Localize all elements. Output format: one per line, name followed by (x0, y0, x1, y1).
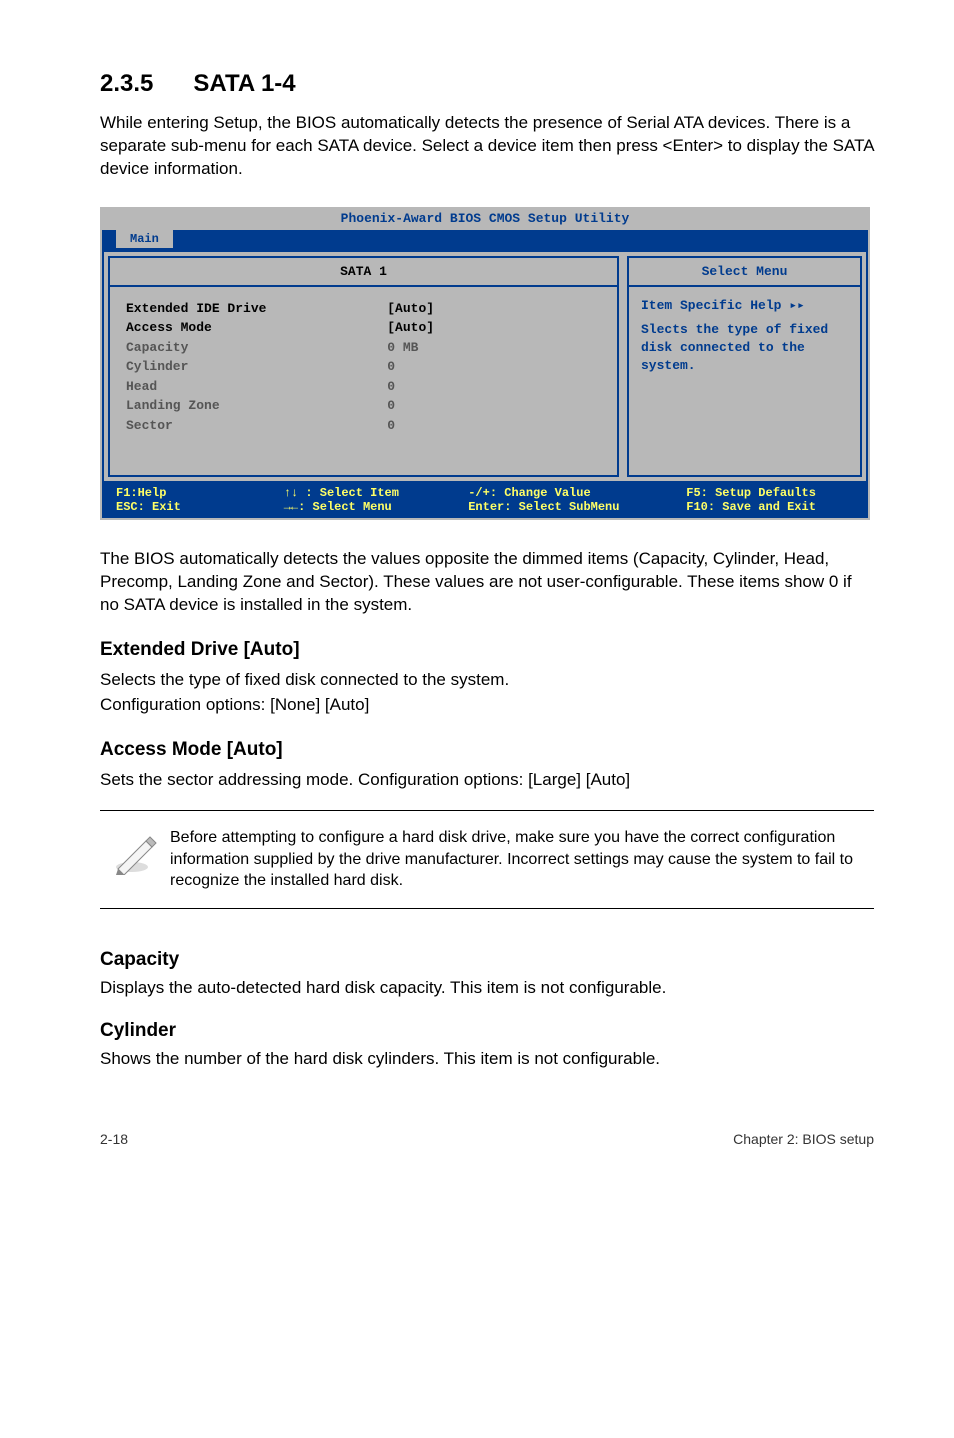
bios-item-value: [Auto] (387, 318, 601, 338)
bios-help-title: Item Specific Help ▸▸ (641, 297, 848, 315)
section-heading: 2.3.5 SATA 1-4 (100, 70, 874, 98)
chapter-label: Chapter 2: BIOS setup (733, 1131, 874, 1147)
bios-help: Item Specific Help ▸▸ Slects the type of… (629, 287, 860, 386)
bios-right-pane: Select Menu Item Specific Help ▸▸ Slects… (627, 256, 862, 478)
bios-item-label: Extended IDE Drive (126, 299, 387, 319)
heading-extended-drive: Extended Drive [Auto] (100, 639, 874, 661)
bios-item-value: 0 (387, 396, 601, 416)
bios-item-label: Access Mode (126, 318, 387, 338)
pencil-icon (100, 827, 170, 875)
bios-item-label: Sector (126, 416, 387, 436)
bios-tab-main: Main (116, 230, 173, 248)
bios-panel: Phoenix-Award BIOS CMOS Setup Utility Ma… (100, 207, 870, 521)
bios-footer: F1:Help ESC: Exit ↑↓ : Select Item →←: S… (102, 483, 868, 518)
intro-paragraph: While entering Setup, the BIOS automatic… (100, 112, 874, 181)
paragraph: Configuration options: [None] [Auto] (100, 694, 874, 717)
paragraph: The BIOS automatically detects the value… (100, 548, 874, 617)
section-number: 2.3.5 (100, 70, 153, 98)
bios-right-header: Select Menu (629, 258, 860, 287)
section-title: SATA 1-4 (193, 70, 295, 97)
paragraph: Shows the number of the hard disk cylind… (100, 1048, 874, 1071)
bios-row: Capacity0 MB (126, 338, 601, 358)
paragraph: Displays the auto-detected hard disk cap… (100, 977, 874, 1000)
bios-item-label: Landing Zone (126, 396, 387, 416)
bios-row: Extended IDE Drive[Auto] (126, 299, 601, 319)
bios-item-value: 0 (387, 357, 601, 377)
bios-left-pane: SATA 1 Extended IDE Drive[Auto] Access M… (108, 256, 619, 478)
bios-title: Phoenix-Award BIOS CMOS Setup Utility (102, 209, 868, 230)
page-footer: 2-18 Chapter 2: BIOS setup (100, 1131, 874, 1147)
bios-item-value: 0 (387, 416, 601, 436)
bios-row: Access Mode[Auto] (126, 318, 601, 338)
bios-body: SATA 1 Extended IDE Drive[Auto] Access M… (102, 250, 868, 484)
bios-item-value: 0 MB (387, 338, 601, 358)
bios-tab-row: Main (102, 230, 868, 250)
bios-item-label: Head (126, 377, 387, 397)
bios-row: Head0 (126, 377, 601, 397)
bios-help-body: Slects the type of fixed disk connected … (641, 321, 848, 376)
bios-footer-col3: -/+: Change Value Enter: Select SubMenu (468, 486, 686, 514)
bios-item-label: Capacity (126, 338, 387, 358)
bios-left-header: SATA 1 (110, 258, 617, 287)
page-number: 2-18 (100, 1131, 128, 1147)
heading-access-mode: Access Mode [Auto] (100, 739, 874, 761)
bios-footer-col4: F5: Setup Defaults F10: Save and Exit (686, 486, 854, 514)
heading-cylinder: Cylinder (100, 1020, 874, 1042)
bios-row: Landing Zone0 (126, 396, 601, 416)
bios-item-value: [Auto] (387, 299, 601, 319)
bios-left-content: Extended IDE Drive[Auto] Access Mode[Aut… (110, 287, 617, 476)
paragraph: Selects the type of fixed disk connected… (100, 669, 874, 692)
bios-item-value: 0 (387, 377, 601, 397)
note-text: Before attempting to configure a hard di… (170, 827, 874, 892)
bios-footer-col2: ↑↓ : Select Item →←: Select Menu (284, 486, 469, 514)
note-box: Before attempting to configure a hard di… (100, 810, 874, 909)
page: 2.3.5 SATA 1-4 While entering Setup, the … (0, 0, 954, 1187)
heading-capacity: Capacity (100, 949, 874, 971)
bios-item-label: Cylinder (126, 357, 387, 377)
bios-row: Cylinder0 (126, 357, 601, 377)
bios-footer-col1: F1:Help ESC: Exit (116, 486, 284, 514)
bios-row: Sector0 (126, 416, 601, 436)
paragraph: Sets the sector addressing mode. Configu… (100, 769, 874, 792)
